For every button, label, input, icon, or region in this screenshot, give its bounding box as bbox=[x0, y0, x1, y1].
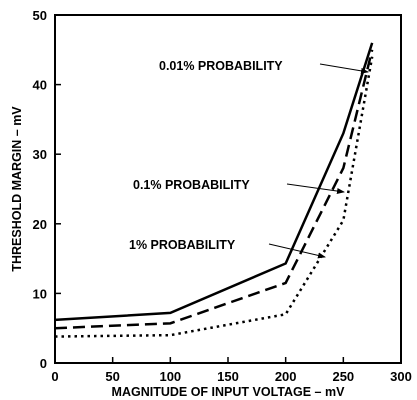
x-axis-title: MAGNITUDE OF INPUT VOLTAGE – mV bbox=[112, 385, 346, 399]
series-annotation-label: 0.01% PROBABILITY bbox=[159, 59, 283, 73]
y-tick-label: 30 bbox=[33, 147, 47, 162]
x-tick-label: 50 bbox=[105, 369, 119, 384]
y-tick-label: 50 bbox=[33, 8, 47, 23]
y-tick-label: 40 bbox=[33, 78, 47, 93]
series-line-dotted bbox=[54, 56, 374, 338]
series-layer bbox=[54, 42, 374, 338]
x-tick-label: 300 bbox=[390, 369, 412, 384]
y-tick-label: 0 bbox=[40, 356, 47, 371]
annotation-arrow bbox=[286, 183, 345, 194]
x-tick-label: 150 bbox=[217, 369, 239, 384]
x-tick-label: 200 bbox=[275, 369, 297, 384]
series-annotation-label: 0.1% PROBABILITY bbox=[133, 178, 250, 192]
annotation-arrow bbox=[268, 243, 326, 259]
x-tick-label: 0 bbox=[51, 369, 58, 384]
annotation-layer: 0.01% PROBABILITY 0.1% PROBABILITY 1% PROB… bbox=[129, 59, 369, 259]
y-tick-label: 20 bbox=[33, 217, 47, 232]
y-axis-ticks: 0 10 20 30 40 50 bbox=[33, 8, 61, 371]
x-axis-ticks: 0 50 100 150 200 250 300 bbox=[51, 357, 412, 384]
x-tick-label: 100 bbox=[159, 369, 181, 384]
series-line-solid bbox=[54, 42, 374, 322]
y-tick-label: 10 bbox=[33, 286, 47, 301]
series-line-dashed bbox=[54, 49, 374, 330]
annotation-arrow bbox=[319, 63, 369, 74]
y-axis-title: THRESHOLD MARGIN – mV bbox=[10, 106, 24, 272]
x-tick-label: 250 bbox=[332, 369, 354, 384]
series-annotation-label: 1% PROBABILITY bbox=[129, 238, 236, 252]
